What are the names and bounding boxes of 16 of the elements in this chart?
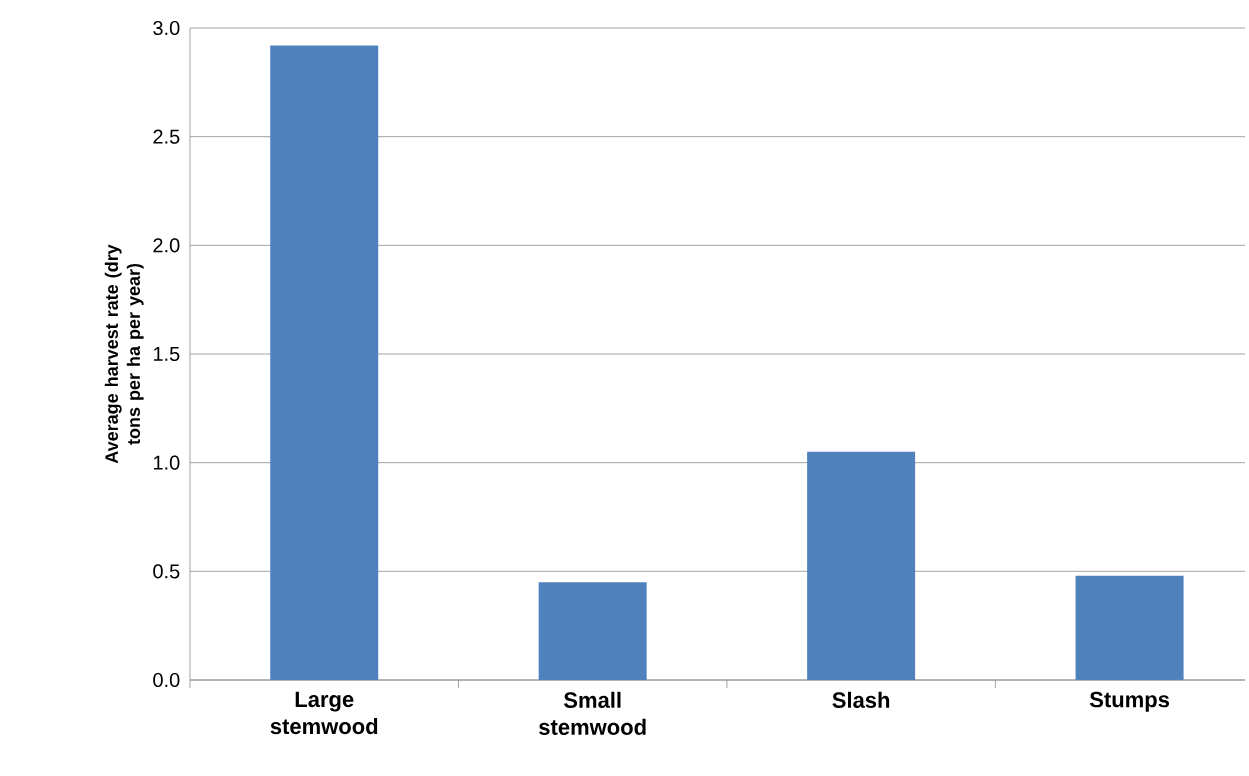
bar <box>1075 575 1184 680</box>
bar <box>538 582 647 680</box>
bar <box>807 451 916 680</box>
y-tick-label: 0.0 <box>153 672 180 688</box>
y-tick-label: 3.0 <box>153 20 180 36</box>
x-tick-label: Large stemwood <box>270 691 378 735</box>
bar <box>270 45 379 680</box>
y-tick-label: 2.0 <box>153 238 180 253</box>
x-tick-label: Stumps <box>1089 691 1170 712</box>
y-tick-label: 2.5 <box>153 129 180 144</box>
x-tick-label: Small stemwood <box>539 691 646 735</box>
y-axis-title: Average harvest rate (dry tons per ha per year) <box>104 244 144 464</box>
y-tick-label: 1.5 <box>153 347 180 361</box>
y-tick-label: 1.0 <box>153 455 180 470</box>
y-tick-label: 0.5 <box>153 564 180 579</box>
x-tick-label: Slash <box>832 691 890 708</box>
